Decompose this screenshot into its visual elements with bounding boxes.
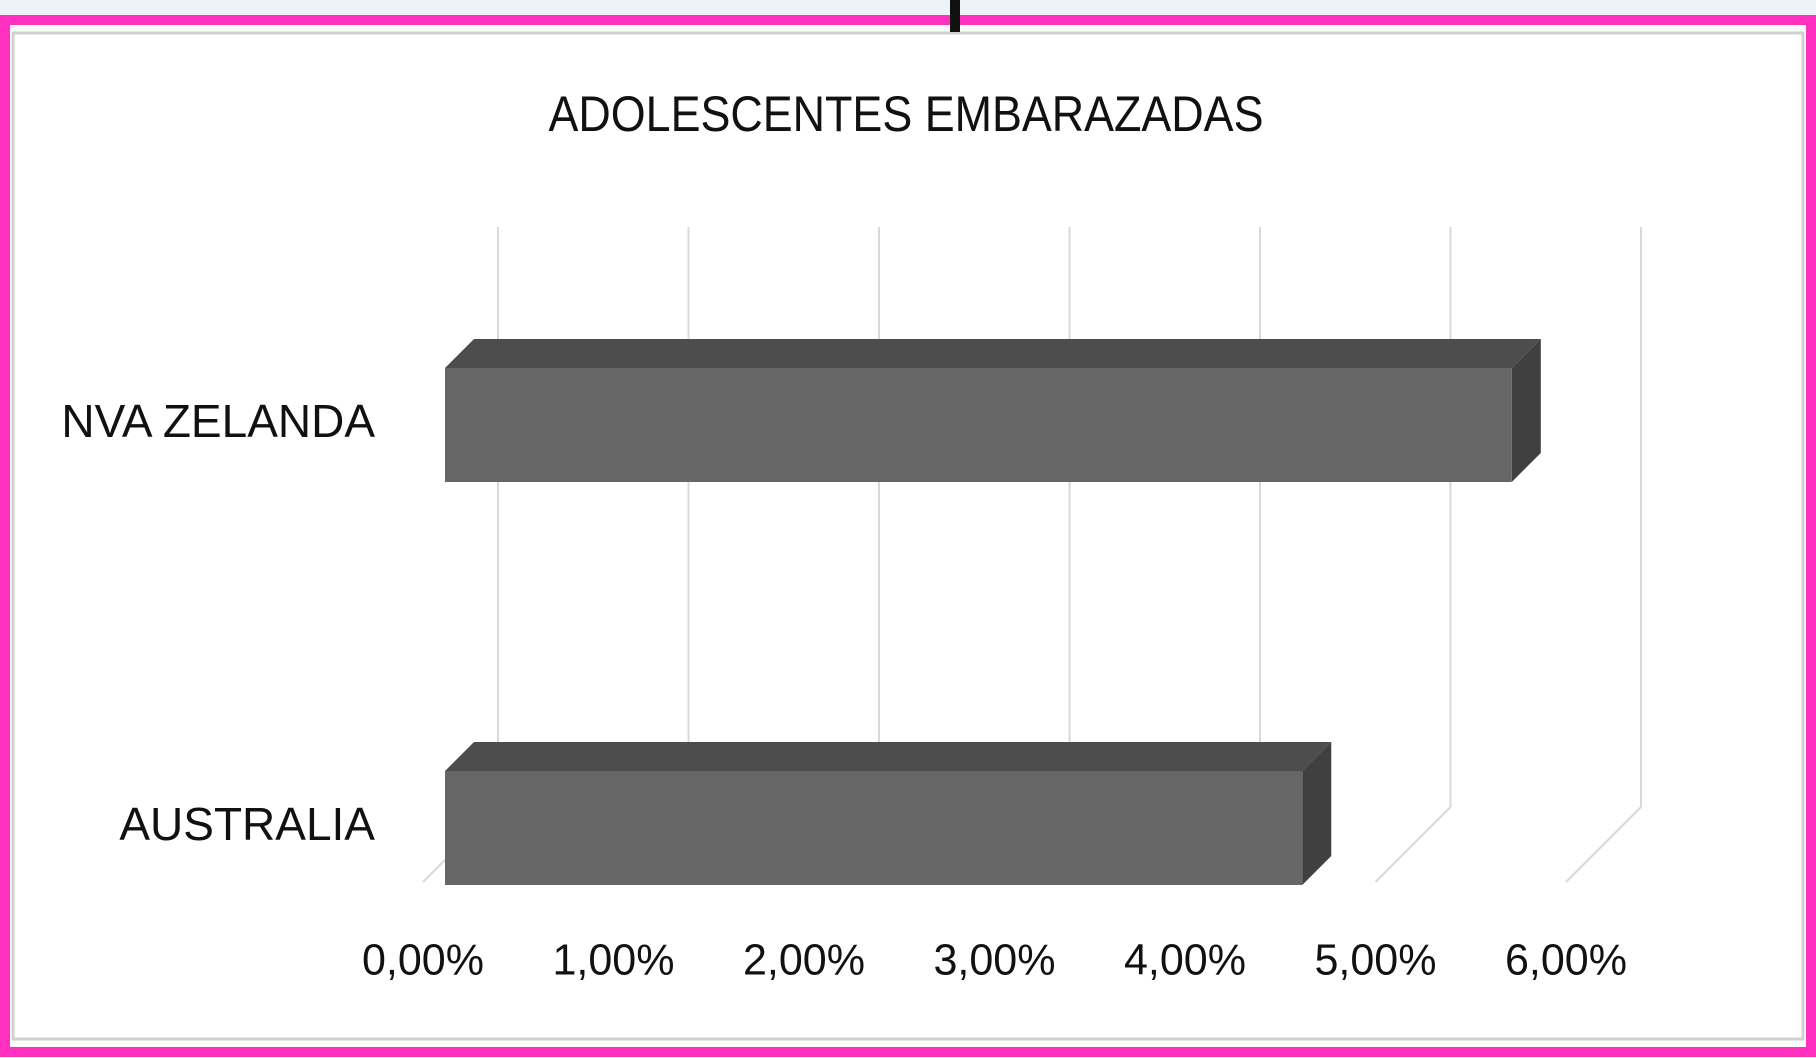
bar-side [1511,339,1541,482]
x-tick-label: 4,00% [1124,936,1246,985]
chart-title: ADOLESCENTES EMBARAZADAS [549,86,1264,142]
bar-top [445,742,1332,771]
y-tick-label: NVA ZELANDA [61,395,375,447]
chart-border [11,31,1805,1041]
resize-handle [950,0,960,32]
bar-side [1302,742,1332,885]
x-tick-label: 1,00% [553,936,675,985]
floor-grid-line [1374,806,1452,883]
bar-top [445,339,1541,368]
selection-frame [0,15,1816,1057]
y-tick-label: AUSTRALIA [119,798,375,850]
x-tick-label: 6,00% [1505,936,1627,985]
x-tick-label: 0,00% [362,936,484,985]
bar [445,771,1303,885]
bar [445,368,1512,482]
x-tick-label: 3,00% [934,936,1056,985]
floor-grid-line [1565,806,1642,883]
x-tick-label: 2,00% [743,936,865,985]
x-tick-label: 5,00% [1315,936,1437,985]
